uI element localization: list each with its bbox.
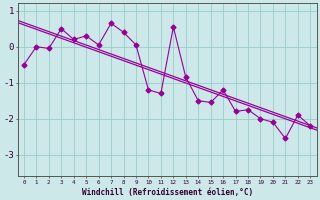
X-axis label: Windchill (Refroidissement éolien,°C): Windchill (Refroidissement éolien,°C) bbox=[82, 188, 253, 197]
